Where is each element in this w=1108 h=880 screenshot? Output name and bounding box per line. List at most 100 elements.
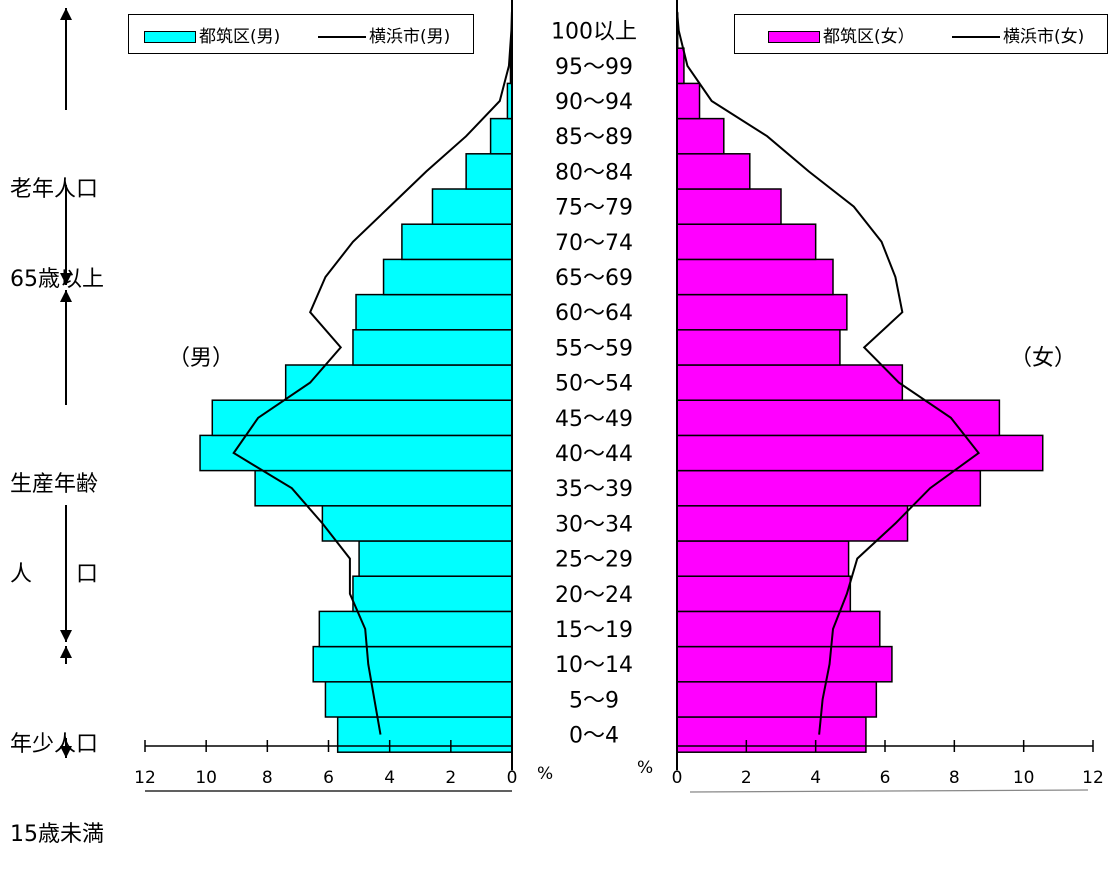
young-line1: 年少人口 xyxy=(10,730,104,760)
male-bar xyxy=(432,189,512,224)
female-bar xyxy=(677,119,724,154)
legend-female-bar: 都筑区(女） xyxy=(768,22,915,47)
female-bar xyxy=(677,435,1043,470)
left-tick-label: 4 xyxy=(384,768,395,788)
female-bar xyxy=(677,330,840,365)
age-category-label: 60～64 xyxy=(555,301,633,326)
female-line-swatch xyxy=(952,36,1000,38)
female-bar-swatch xyxy=(768,31,820,43)
right-tick-label: 0 xyxy=(672,768,683,788)
female-bar xyxy=(677,83,700,118)
female-bar xyxy=(677,224,816,259)
elderly-line1: 老年人口 xyxy=(10,175,104,205)
percent-right: % xyxy=(637,758,653,778)
right-tick-label: 10 xyxy=(1013,768,1035,788)
female-tag: （女） xyxy=(1010,340,1076,372)
legend-female-line-label: 横浜市(女) xyxy=(1003,27,1084,47)
male-bar xyxy=(353,330,512,365)
female-bar xyxy=(677,611,880,646)
male-bar xyxy=(491,119,512,154)
right-tick-label: 8 xyxy=(949,768,960,788)
female-bar xyxy=(677,259,833,294)
male-bar xyxy=(359,541,512,576)
elderly-arrow-top-head-up xyxy=(60,8,72,20)
young-line2: 15歳未満 xyxy=(10,820,104,850)
left-tick-label: 6 xyxy=(323,768,334,788)
age-category-label: 70～74 xyxy=(555,231,633,256)
male-bar xyxy=(353,576,512,611)
female-bar xyxy=(677,576,850,611)
male-bars xyxy=(200,13,512,752)
female-bar xyxy=(677,541,849,576)
male-bar xyxy=(384,259,512,294)
age-category-label: 10～14 xyxy=(555,653,633,678)
male-bar xyxy=(313,647,512,682)
working-arrow-bottom-head-down xyxy=(60,630,72,642)
age-category-label: 85～89 xyxy=(555,125,633,150)
female-bar xyxy=(677,471,980,506)
age-category-label: 0～4 xyxy=(569,724,619,749)
left-tick-label: 12 xyxy=(134,768,156,788)
male-bar-swatch xyxy=(144,31,196,43)
young-arrow-top-head-up xyxy=(60,646,72,658)
age-category-label: 25～29 xyxy=(555,548,633,573)
age-category-label: 100以上 xyxy=(551,20,637,45)
right-underline xyxy=(690,790,1088,792)
age-category-labels: 0～4 5～9 10～14 15～19 20～24 25～29 30～34 35～39 40～4… xyxy=(551,20,637,749)
male-bar xyxy=(322,506,512,541)
legend-female-bar-label: 都筑区(女） xyxy=(823,27,915,47)
legend-male-line-label: 横浜市(男) xyxy=(369,27,450,47)
age-category-label: 30～34 xyxy=(555,512,633,537)
age-category-label: 45～49 xyxy=(555,407,633,432)
female-bar xyxy=(677,154,750,189)
female-bar xyxy=(677,295,847,330)
male-line-swatch xyxy=(318,36,366,38)
right-tick-label: 6 xyxy=(880,768,891,788)
male-bar xyxy=(255,471,512,506)
legend-male-bar: 都筑区(男) xyxy=(144,22,280,47)
male-bar xyxy=(402,224,512,259)
age-category-label: 80～84 xyxy=(555,160,633,185)
age-category-label: 55～59 xyxy=(555,336,633,361)
legend-male-bar-label: 都筑区(男) xyxy=(199,27,280,47)
age-category-label: 90～94 xyxy=(555,90,633,115)
elderly-line2: 65歳以上 xyxy=(10,265,104,295)
age-category-label: 15～19 xyxy=(555,618,633,643)
male-bar xyxy=(325,682,512,717)
population-pyramid-chart: 0 0 2 2 4 4 6 6 8 8 10 10 12 12 0～4 5～9 10～14 15～19 20～24… xyxy=(0,0,1108,794)
male-tag: （男） xyxy=(168,340,234,372)
age-category-label: 95～99 xyxy=(555,55,633,80)
legend-female-line: 横浜市(女) xyxy=(952,22,1084,47)
percent-left: % xyxy=(537,764,553,784)
age-category-label: 5～9 xyxy=(569,688,619,713)
female-bar xyxy=(677,647,892,682)
young-label: 年少人口 15歳未満 xyxy=(10,670,104,880)
female-bars xyxy=(677,13,1043,752)
age-category-label: 20～24 xyxy=(555,583,633,608)
legend-male-line: 横浜市(男) xyxy=(318,22,450,47)
age-category-label: 35～39 xyxy=(555,477,633,502)
male-bar xyxy=(200,435,512,470)
left-tick-label: 10 xyxy=(195,768,217,788)
right-tick-label: 2 xyxy=(741,768,752,788)
elderly-label: 老年人口 65歳以上 xyxy=(10,115,104,325)
left-tick-label: 8 xyxy=(262,768,273,788)
female-bar xyxy=(677,48,684,83)
working-line2: 人 口 xyxy=(10,560,98,590)
male-bar xyxy=(466,154,512,189)
right-tick-label: 12 xyxy=(1082,768,1104,788)
working-label: 生産年齢 人 口 xyxy=(10,410,98,620)
left-tick-label: 0 xyxy=(507,768,518,788)
female-bar xyxy=(677,682,876,717)
female-bar xyxy=(677,189,781,224)
right-tick-label: 4 xyxy=(810,768,821,788)
age-category-label: 50～54 xyxy=(555,372,633,397)
female-bar xyxy=(677,365,902,400)
age-category-label: 65～69 xyxy=(555,266,633,291)
female-bar xyxy=(677,506,908,541)
working-line1: 生産年齢 xyxy=(10,470,98,500)
left-tick-label: 2 xyxy=(445,768,456,788)
male-bar xyxy=(338,717,512,752)
female-bar xyxy=(677,717,866,752)
age-category-label: 40～44 xyxy=(555,442,633,467)
